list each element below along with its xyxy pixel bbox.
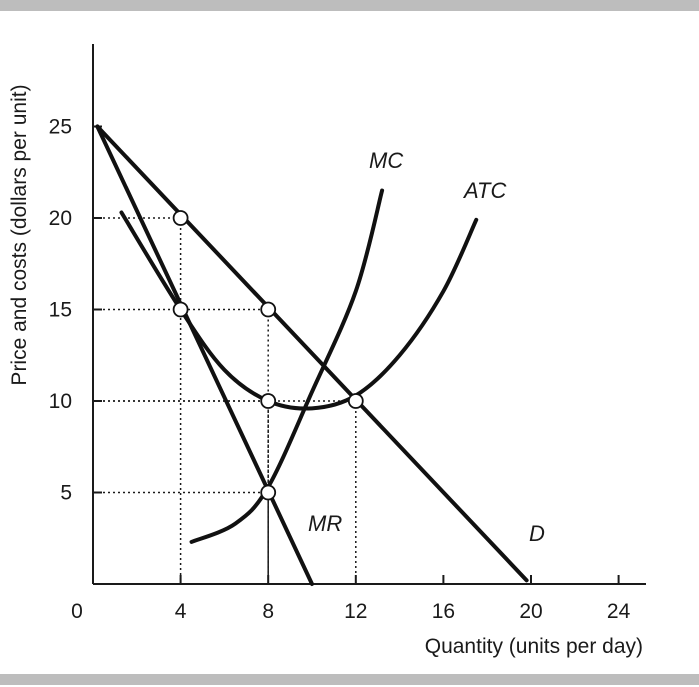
reference-point <box>172 301 189 318</box>
mc-label: MC <box>369 148 403 173</box>
y-tick-label: 10 <box>49 390 72 413</box>
reference-point <box>260 393 277 409</box>
y-tick-label: 5 <box>60 482 72 505</box>
x-ticks: 0 4 8 12 16 20 24 <box>71 575 631 623</box>
reference-point <box>260 484 277 501</box>
reference-point <box>260 301 277 318</box>
d-label: D <box>529 521 545 546</box>
x-tick-label: 4 <box>175 600 187 623</box>
curve-mr <box>95 124 314 586</box>
x-tick-label: 20 <box>519 600 542 623</box>
y-tick-label: 25 <box>49 116 72 139</box>
y-ticks: 5 10 15 20 25 <box>49 116 102 505</box>
x-tick-label: 8 <box>262 600 274 623</box>
x-tick-label: 0 <box>71 600 83 623</box>
x-tick-label: 24 <box>607 600 631 623</box>
bottom-border-bar <box>0 674 699 685</box>
x-axis-title: Quantity (units per day) <box>425 635 643 658</box>
y-axis-title: Price and costs (dollars per unit) <box>8 84 31 385</box>
curve-mc <box>189 188 385 544</box>
top-border-bar <box>0 0 699 11</box>
mr-label: MR <box>308 511 342 536</box>
x-tick-label: 16 <box>432 600 455 623</box>
reference-point <box>347 393 364 409</box>
atc-label: ATC <box>462 178 506 203</box>
reference-point <box>172 210 189 226</box>
axes <box>92 44 646 585</box>
x-tick-label: 12 <box>344 600 367 623</box>
curve-d <box>95 124 529 583</box>
reference-points <box>172 210 364 501</box>
y-tick-label: 20 <box>49 207 72 230</box>
y-tick-label: 15 <box>49 299 72 322</box>
